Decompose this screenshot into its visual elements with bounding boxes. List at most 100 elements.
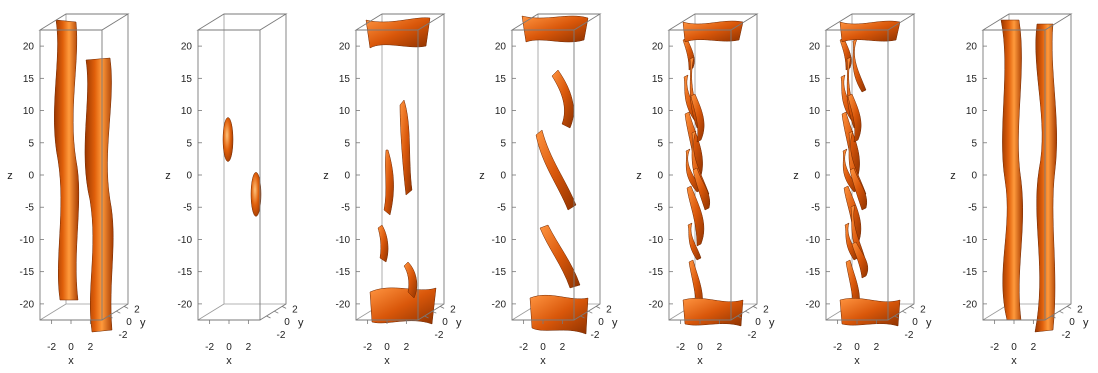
x-tick-label: 0 xyxy=(1011,342,1017,353)
sheet-surface xyxy=(847,93,862,143)
y-axis-label: y xyxy=(456,317,462,329)
y-tick-label: 2 xyxy=(920,304,926,315)
z-tick-label: 5 xyxy=(28,138,34,149)
box-back-edges xyxy=(694,14,757,305)
z-tick-label: -20 xyxy=(806,299,821,310)
y-tick-label: 2 xyxy=(763,304,769,315)
z-tick-label: -15 xyxy=(806,267,821,278)
z-tick-label: 0 xyxy=(28,171,34,182)
y-tick-label: 0 xyxy=(126,317,132,328)
y-tick-label: -2 xyxy=(1062,330,1071,341)
box-side-edges xyxy=(730,14,758,321)
z-tick-label: 10 xyxy=(652,106,664,117)
z-tick-label: -10 xyxy=(336,235,351,246)
z-tick-label: 10 xyxy=(495,106,507,117)
cap-surface xyxy=(682,298,744,327)
y-tick-label: -2 xyxy=(435,330,444,341)
y-tick-mark xyxy=(595,306,601,309)
box-side-edges xyxy=(259,14,287,321)
z-tick-label: -15 xyxy=(20,267,35,278)
z-tick-label: -5 xyxy=(497,203,506,214)
x-axis-label: x xyxy=(540,355,546,367)
y-tick-mark xyxy=(1066,306,1072,309)
z-tick-label: -20 xyxy=(336,299,351,310)
sheet-surface xyxy=(686,185,705,247)
z-tick-label: -5 xyxy=(25,203,34,214)
y-tick-label: -2 xyxy=(119,330,128,341)
z-tick-label: -5 xyxy=(654,203,663,214)
x-axis-label: x xyxy=(697,355,703,367)
y-tick-mark xyxy=(894,315,899,319)
z-tick-label: -20 xyxy=(649,299,664,310)
z-tick-label: -20 xyxy=(492,299,507,310)
z-tick-label: -15 xyxy=(178,267,193,278)
y-tick-mark xyxy=(424,315,429,319)
y-tick-mark xyxy=(737,315,742,319)
y-tick-label: -2 xyxy=(277,330,286,341)
x-tick-label: 0 xyxy=(854,342,860,353)
y-tick-mark xyxy=(580,315,585,319)
x-tick-label: 2 xyxy=(1031,342,1037,353)
z-tick-label: -20 xyxy=(963,299,978,310)
z-tick-label: 20 xyxy=(23,42,35,53)
y-tick-mark xyxy=(909,306,915,309)
z-tick-label: 15 xyxy=(23,74,35,85)
y-tick-mark xyxy=(752,306,758,309)
z-tick-label: -5 xyxy=(968,203,977,214)
z-tick-label: 5 xyxy=(500,138,506,149)
y-tick-label: 2 xyxy=(1077,304,1083,315)
x-axis-label: x xyxy=(68,355,74,367)
y-tick-mark xyxy=(745,310,750,314)
sheet-surface xyxy=(849,167,868,211)
z-tick-label: 20 xyxy=(339,42,351,53)
sheet-surface xyxy=(851,241,869,279)
z-tick-label: 0 xyxy=(500,171,506,182)
z-tick-label: 5 xyxy=(971,138,977,149)
z-tick-label: 5 xyxy=(186,138,192,149)
x-axis-label: x xyxy=(384,355,390,367)
z-axis-label: z xyxy=(165,170,171,182)
z-tick-label: 20 xyxy=(652,42,664,53)
box-side-edges xyxy=(573,14,601,321)
ribbon-surface xyxy=(535,129,577,211)
z-tick-label: 15 xyxy=(181,74,193,85)
x-tick-label: -2 xyxy=(363,342,372,353)
z-tick-label: 10 xyxy=(23,106,35,117)
z-tick-label: -20 xyxy=(20,299,35,310)
y-tick-label: -2 xyxy=(748,330,757,341)
y-tick-label: 0 xyxy=(1069,317,1075,328)
column-surface xyxy=(1000,19,1023,321)
z-tick-label: 15 xyxy=(339,74,351,85)
column-surface xyxy=(1034,23,1057,333)
y-tick-label: 0 xyxy=(755,317,761,328)
sheet-surface xyxy=(846,56,859,129)
x-tick-label: 2 xyxy=(560,342,566,353)
z-tick-label: -10 xyxy=(20,235,35,246)
z-axis-label: z xyxy=(793,170,799,182)
y-tick-label: 2 xyxy=(450,304,456,315)
z-tick-label: -10 xyxy=(963,235,978,246)
box-side-edges xyxy=(1044,14,1072,321)
z-tick-label: -5 xyxy=(341,203,350,214)
blob-surface xyxy=(222,117,234,162)
y-tick-label: 0 xyxy=(912,317,918,328)
cap-surface xyxy=(369,287,437,325)
x-tick-label: -2 xyxy=(47,342,56,353)
z-tick-label: 0 xyxy=(814,171,820,182)
z-tick-label: 15 xyxy=(809,74,821,85)
sheet-surface xyxy=(685,148,702,193)
y-tick-label: 0 xyxy=(598,317,604,328)
box-top-face xyxy=(981,13,1073,31)
x-tick-label: -2 xyxy=(676,342,685,353)
z-tick-label: 15 xyxy=(966,74,978,85)
y-tick-mark xyxy=(902,310,907,314)
z-tick-label: 10 xyxy=(339,106,351,117)
z-tick-label: 20 xyxy=(966,42,978,53)
z-tick-label: -15 xyxy=(492,267,507,278)
cap-surface xyxy=(839,20,901,43)
